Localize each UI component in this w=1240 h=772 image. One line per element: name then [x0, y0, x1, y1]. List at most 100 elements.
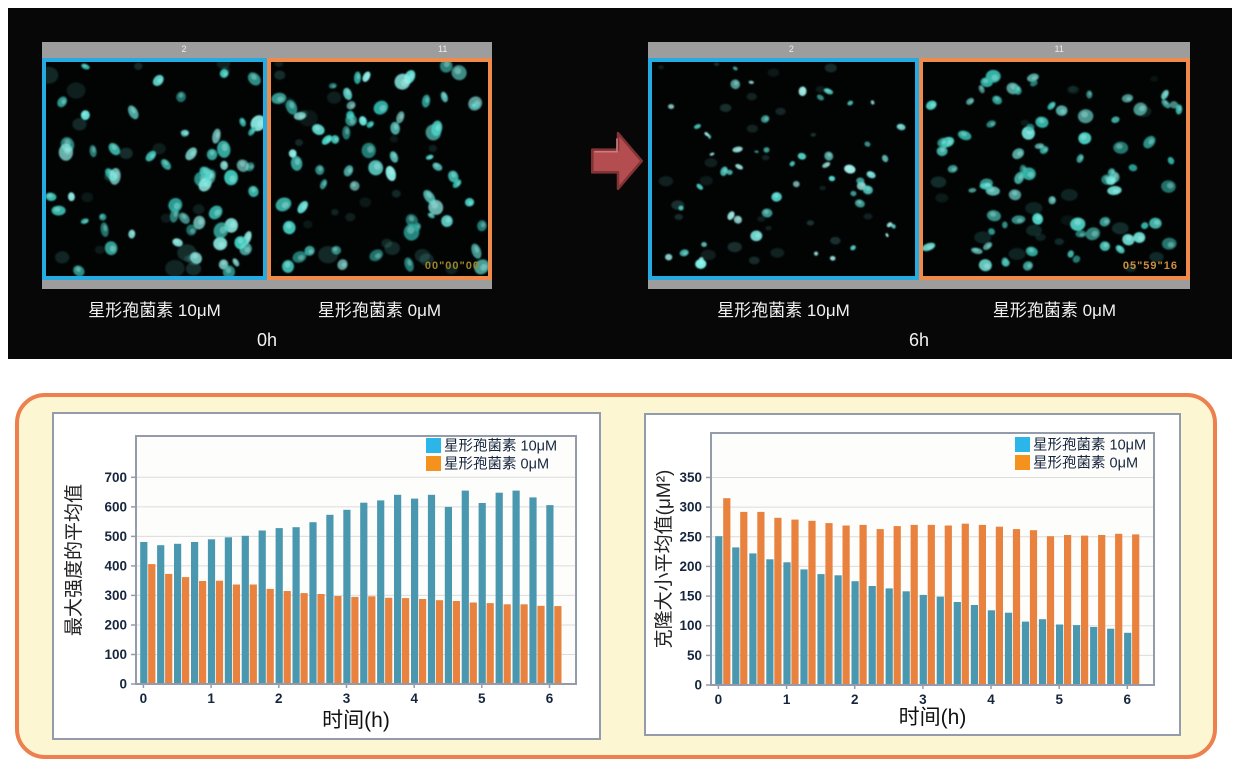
y-tick-label: 600	[104, 499, 127, 514]
bar	[258, 530, 266, 684]
x-tick-label: 6	[1124, 692, 1132, 707]
bar	[554, 606, 562, 684]
y-tick-label: 500	[104, 529, 127, 544]
well-number: 2	[788, 44, 794, 54]
bar	[910, 524, 918, 685]
bar	[334, 596, 342, 684]
bar	[469, 602, 477, 684]
cell-nuclei-image	[46, 62, 263, 276]
bar	[1073, 625, 1081, 685]
bar	[486, 603, 494, 684]
viewer-footer-bar	[648, 280, 1190, 289]
bar	[419, 599, 427, 684]
y-axis-title: 最大强度的平均值	[63, 484, 85, 636]
bar	[512, 490, 520, 684]
bar	[1056, 624, 1064, 685]
well-number: 2	[181, 44, 187, 54]
bar	[800, 569, 808, 685]
x-tick-label: 0	[715, 692, 723, 707]
legend-swatch	[426, 456, 441, 471]
bar	[435, 600, 444, 684]
bar	[715, 536, 723, 685]
x-tick-label: 2	[851, 692, 859, 707]
legend-swatch	[426, 438, 441, 453]
well-number: 11	[438, 44, 448, 54]
bar	[368, 596, 376, 684]
x-tick-label: 3	[343, 691, 351, 706]
legend-label: 星形孢菌素 10μM	[1033, 437, 1146, 454]
y-tick-label: 350	[679, 470, 702, 485]
bar	[817, 574, 825, 685]
bar	[427, 494, 436, 684]
bar	[808, 520, 816, 685]
treatment-label-0um: 星形孢菌素 0μM	[317, 301, 442, 320]
y-tick-label: 250	[679, 529, 702, 544]
y-tick-label: 50	[687, 648, 702, 663]
bar	[140, 542, 148, 684]
bar	[1029, 530, 1038, 685]
charts-section: 0 100 200 300 400 500 600 700 0 1 2 3 4 5 6 时间(h) 最大强度的平…	[15, 393, 1217, 759]
bar	[343, 509, 351, 684]
bar	[537, 605, 545, 684]
bar	[1064, 535, 1072, 685]
cell-nuclei-image	[652, 62, 915, 276]
bar	[876, 529, 884, 685]
bar	[893, 526, 901, 685]
bar	[199, 581, 207, 684]
fluorescence-image-0um-0h: 00"00"00	[267, 58, 492, 280]
x-tick-label: 5	[1055, 692, 1063, 707]
bar	[207, 539, 216, 684]
bar	[495, 492, 503, 684]
bar	[834, 575, 842, 685]
cell-nuclei-image	[923, 62, 1186, 276]
fluorescence-image-10um-0h	[42, 58, 267, 280]
bar	[1090, 626, 1098, 685]
x-tick-label: 1	[207, 691, 215, 706]
bar	[402, 598, 410, 684]
bar-series-0um	[148, 564, 562, 684]
bar	[868, 586, 876, 685]
bar	[851, 581, 859, 685]
bar	[191, 542, 199, 684]
bar	[232, 584, 240, 684]
timestamp-overlay: 00"00"00	[424, 260, 480, 272]
bar	[394, 494, 402, 684]
bar	[224, 537, 232, 684]
bar	[859, 524, 867, 685]
bar	[825, 523, 833, 685]
bar	[165, 573, 173, 684]
bar	[987, 610, 995, 685]
x-axis-ticks: 0 1 2 3 4 5 6	[140, 684, 554, 706]
bar	[377, 500, 385, 684]
legend-swatch	[1015, 455, 1030, 470]
bar	[1012, 529, 1021, 685]
y-tick-label: 400	[104, 558, 127, 573]
treatment-label-0um: 星形孢菌素 0μM	[992, 301, 1117, 320]
bar	[452, 601, 460, 684]
bar	[961, 523, 969, 685]
timelapse-panel-6h: 2 11 05"59"16 星形孢菌素 10μM 星形孢菌素 0μM 6h	[648, 42, 1190, 351]
microscopy-section: 2 11 00"00"00 星形孢菌素 10μM 星形孢菌素 0μM 0h	[8, 8, 1232, 359]
bar	[157, 545, 165, 684]
bar	[970, 605, 978, 685]
plot-border	[135, 435, 577, 685]
time-point-label: 6h	[908, 330, 930, 350]
x-tick-label: 6	[546, 691, 554, 706]
bar	[444, 506, 452, 684]
bar	[174, 543, 182, 684]
viewer-header-bar: 2 11	[648, 42, 1190, 58]
x-tick-label: 3	[919, 692, 927, 707]
x-axis-ticks: 0 1 2 3 4 5 6	[715, 685, 1132, 707]
y-tick-label: 200	[104, 618, 127, 633]
legend-label: 星形孢菌素 10μM	[444, 438, 557, 455]
bar-series-10um	[140, 490, 554, 684]
bar	[529, 497, 537, 684]
bar	[1107, 628, 1115, 685]
fluorescence-image-0um-6h: 05"59"16	[919, 58, 1190, 280]
x-tick-label: 5	[478, 691, 486, 706]
bar	[411, 498, 419, 684]
bar	[774, 517, 782, 685]
intensity-chart: 0 100 200 300 400 500 600 700 0 1 2 3 4 5 6 时间(h) 最大强度的平…	[52, 412, 601, 740]
bar	[503, 604, 511, 684]
bar	[1081, 535, 1089, 685]
